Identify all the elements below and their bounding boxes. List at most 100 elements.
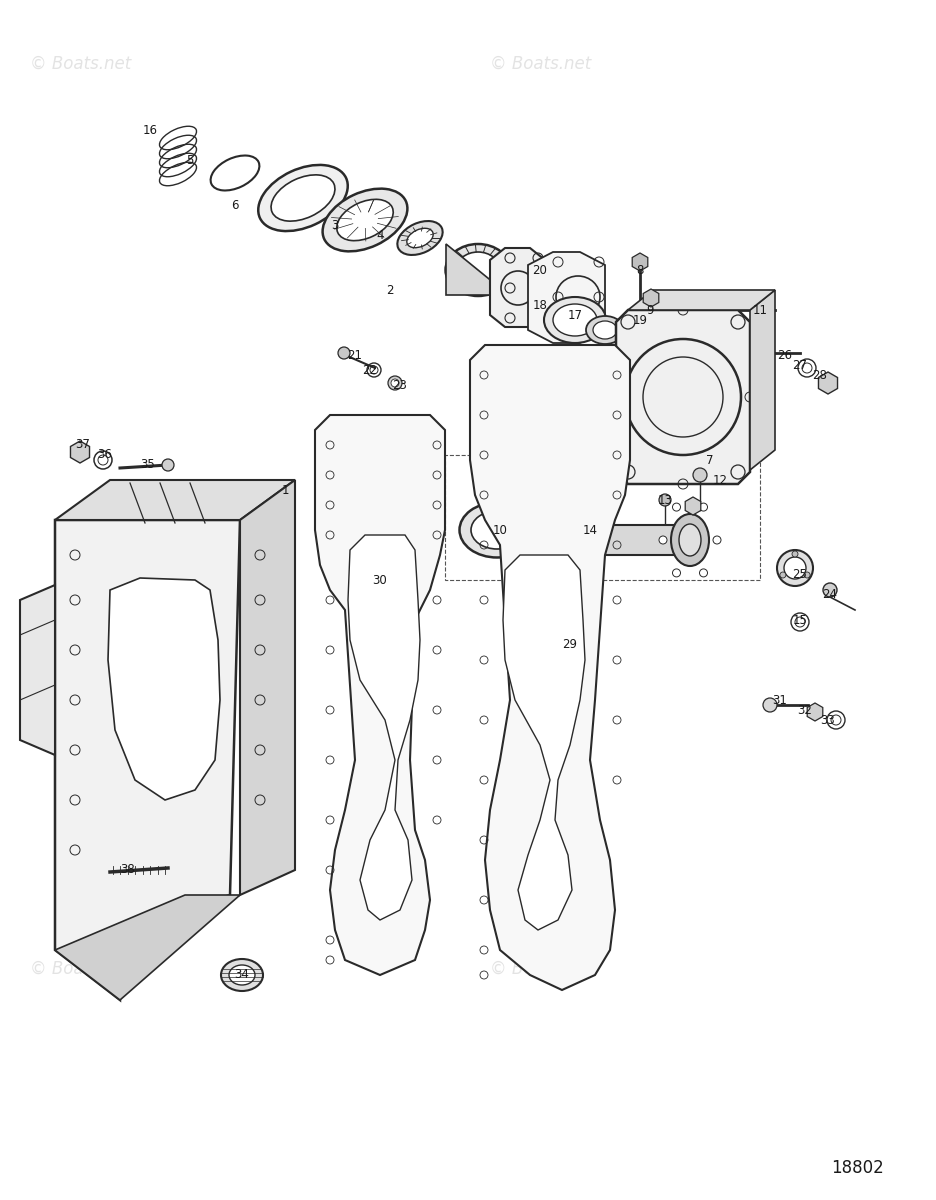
Ellipse shape xyxy=(456,252,500,288)
Circle shape xyxy=(658,494,670,506)
Text: 28: 28 xyxy=(812,368,826,382)
Text: 5: 5 xyxy=(186,154,194,167)
Ellipse shape xyxy=(552,304,596,336)
Text: 37: 37 xyxy=(76,438,91,451)
Circle shape xyxy=(658,536,666,544)
Polygon shape xyxy=(684,497,700,515)
Text: © Boats.net: © Boats.net xyxy=(490,960,591,978)
Circle shape xyxy=(672,503,680,511)
Polygon shape xyxy=(627,290,774,310)
Polygon shape xyxy=(446,244,509,296)
Ellipse shape xyxy=(544,296,606,343)
Ellipse shape xyxy=(670,514,709,566)
Polygon shape xyxy=(503,554,584,930)
Text: 31: 31 xyxy=(772,694,786,707)
Text: 24: 24 xyxy=(822,588,837,601)
Text: 2: 2 xyxy=(386,283,393,296)
Text: 1: 1 xyxy=(281,484,288,497)
Ellipse shape xyxy=(336,199,393,241)
Polygon shape xyxy=(806,703,822,721)
Ellipse shape xyxy=(679,524,700,556)
Circle shape xyxy=(791,551,797,557)
Text: © Boats.net: © Boats.net xyxy=(490,55,591,73)
Circle shape xyxy=(803,572,810,578)
Polygon shape xyxy=(347,535,419,920)
Circle shape xyxy=(822,583,836,596)
Text: 4: 4 xyxy=(376,228,384,241)
Text: 13: 13 xyxy=(657,493,672,506)
Text: 17: 17 xyxy=(567,308,582,322)
Text: 6: 6 xyxy=(231,198,239,211)
Polygon shape xyxy=(55,480,295,520)
Text: 12: 12 xyxy=(711,474,726,486)
Ellipse shape xyxy=(397,221,442,254)
Text: 16: 16 xyxy=(142,124,157,137)
Polygon shape xyxy=(70,440,90,463)
Circle shape xyxy=(672,569,680,577)
Text: 10: 10 xyxy=(492,523,507,536)
Text: 25: 25 xyxy=(792,569,807,582)
Polygon shape xyxy=(749,290,774,470)
Circle shape xyxy=(699,569,707,577)
Polygon shape xyxy=(528,252,605,343)
Text: 3: 3 xyxy=(331,218,338,232)
Text: 18: 18 xyxy=(532,299,547,312)
Polygon shape xyxy=(642,289,658,307)
Circle shape xyxy=(779,572,785,578)
Text: 32: 32 xyxy=(797,703,812,716)
Ellipse shape xyxy=(228,965,255,985)
Text: 34: 34 xyxy=(234,968,249,982)
Text: 22: 22 xyxy=(362,364,377,377)
Ellipse shape xyxy=(271,175,334,221)
Text: 27: 27 xyxy=(792,359,807,372)
Polygon shape xyxy=(632,253,647,271)
Polygon shape xyxy=(818,372,837,394)
Polygon shape xyxy=(615,310,749,484)
Polygon shape xyxy=(539,526,689,554)
Circle shape xyxy=(755,346,769,360)
Circle shape xyxy=(699,503,707,511)
Polygon shape xyxy=(55,520,240,1000)
Text: 11: 11 xyxy=(752,304,767,317)
Polygon shape xyxy=(20,584,55,755)
Circle shape xyxy=(712,302,726,317)
Ellipse shape xyxy=(592,322,616,340)
Ellipse shape xyxy=(585,316,623,344)
Circle shape xyxy=(338,347,350,359)
Text: 15: 15 xyxy=(792,613,807,626)
Text: 8: 8 xyxy=(636,264,643,276)
Circle shape xyxy=(162,458,174,470)
Ellipse shape xyxy=(633,323,651,337)
Polygon shape xyxy=(530,522,539,558)
Ellipse shape xyxy=(626,318,656,342)
Text: © Boats.net: © Boats.net xyxy=(30,960,131,978)
Circle shape xyxy=(762,698,776,712)
Text: 38: 38 xyxy=(121,864,135,876)
Circle shape xyxy=(693,468,707,482)
Text: 20: 20 xyxy=(532,264,547,276)
Polygon shape xyxy=(470,346,629,990)
Text: 29: 29 xyxy=(562,638,577,652)
Polygon shape xyxy=(55,895,240,1000)
Circle shape xyxy=(390,379,399,386)
Text: 21: 21 xyxy=(347,348,362,361)
Ellipse shape xyxy=(471,511,522,550)
Text: 18802: 18802 xyxy=(831,1159,884,1177)
Ellipse shape xyxy=(459,503,534,558)
Ellipse shape xyxy=(445,244,510,296)
Ellipse shape xyxy=(221,959,263,991)
Ellipse shape xyxy=(783,557,805,578)
Circle shape xyxy=(712,536,720,544)
Ellipse shape xyxy=(322,188,407,251)
Ellipse shape xyxy=(776,550,812,586)
Text: 19: 19 xyxy=(632,313,647,326)
Text: 23: 23 xyxy=(392,378,407,391)
Text: 36: 36 xyxy=(97,449,112,462)
Text: © Boats.net: © Boats.net xyxy=(30,55,131,73)
Ellipse shape xyxy=(406,228,432,247)
Text: 7: 7 xyxy=(706,454,713,467)
Ellipse shape xyxy=(258,164,347,232)
Polygon shape xyxy=(314,415,445,974)
Text: 33: 33 xyxy=(820,714,835,726)
Text: 9: 9 xyxy=(646,304,653,317)
